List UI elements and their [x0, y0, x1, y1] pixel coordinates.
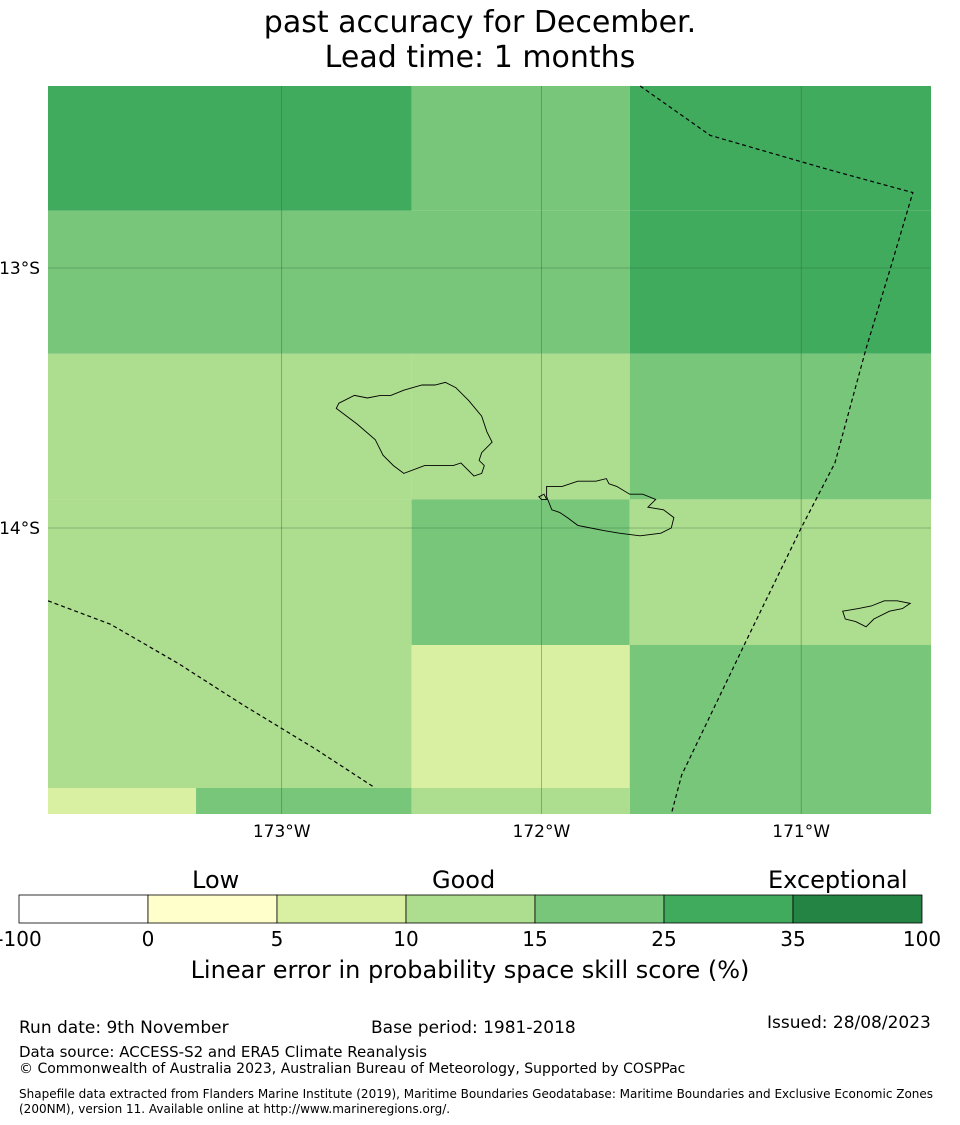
colorbar-segment-3	[405, 894, 536, 924]
skill-cell-14	[48, 788, 197, 814]
colorbar-label-low: Low	[192, 866, 240, 894]
colorbar-tick-6: 35	[780, 927, 806, 951]
colorbar-label-good: Good	[432, 866, 496, 894]
skill-cell-1	[411, 86, 630, 211]
colorbar-segment-5	[663, 894, 794, 924]
colorbar-segment-6	[792, 894, 923, 924]
colorbar-title: Linear error in probability space skill …	[190, 956, 750, 984]
colorbar-tick-3: 10	[393, 927, 419, 951]
skill-map: 173°W 172°W 171°W 13°S 14°S	[0, 85, 931, 842]
colorbar	[18, 894, 923, 924]
island-outline-1	[546, 478, 675, 537]
eez-boundary-0	[47, 600, 376, 789]
skill-cell-9	[411, 499, 630, 645]
skill-cell-8	[48, 499, 412, 645]
issued-date: Issued: 28/08/2023	[767, 1013, 931, 1033]
lon-label-2: 171°W	[772, 822, 830, 842]
skill-cell-15	[196, 788, 412, 814]
lat-label-1: 14°S	[0, 519, 40, 539]
skill-cell-11	[48, 645, 412, 788]
skill-cells	[48, 86, 931, 814]
maritime-boundaries	[47, 85, 914, 815]
skill-cell-7	[629, 353, 931, 500]
skill-cell-6	[411, 353, 630, 500]
data-source: Data source: ACCESS-S2 and ERA5 Climate …	[19, 1043, 427, 1061]
skill-cell-16	[411, 788, 630, 814]
colorbar-label-exceptional: Exceptional	[768, 866, 908, 894]
colorbar-segment-0	[18, 894, 149, 924]
lat-label-0: 13°S	[0, 259, 40, 279]
colorbar-tick-1: 0	[141, 927, 155, 951]
colorbar-tick-5: 25	[651, 927, 677, 951]
skill-cell-0	[48, 86, 412, 211]
graticule	[48, 86, 931, 814]
skill-cell-3	[48, 210, 630, 354]
island-outline-0	[335, 381, 493, 477]
island-outline-3	[538, 493, 548, 500]
axis-labels: 173°W 172°W 171°W 13°S 14°S	[0, 259, 830, 842]
title-line-1: past accuracy for December.	[263, 5, 697, 40]
eez-boundary-1	[639, 85, 914, 815]
islands	[335, 381, 912, 628]
copyright: © Commonwealth of Australia 2023, Austra…	[19, 1061, 686, 1077]
shapefile-credit: Shapefile data extracted from Flanders M…	[19, 1087, 934, 1116]
skill-cell-12	[411, 645, 630, 788]
skill-cell-2	[629, 86, 931, 211]
island-outline-2	[842, 600, 912, 628]
colorbar-tick-4: 15	[522, 927, 548, 951]
run-date: Run date: 9th November	[19, 1018, 229, 1038]
skill-cell-13	[629, 645, 931, 814]
base-period: Base period: 1981-2018	[371, 1018, 576, 1038]
colorbar-tick-0: -100	[0, 927, 42, 951]
colorbar-segment-1	[147, 894, 278, 924]
skill-cell-5	[48, 353, 412, 500]
colorbar-segment-2	[276, 894, 407, 924]
skill-cell-4	[629, 210, 931, 354]
lon-label-1: 172°W	[513, 822, 571, 842]
skill-cell-10	[629, 499, 931, 645]
colorbar-tick-2: 5	[270, 927, 284, 951]
lon-label-0: 173°W	[253, 822, 311, 842]
colorbar-segment-4	[534, 894, 665, 924]
colorbar-tick-7: 100	[902, 927, 942, 951]
title-line-2: Lead time: 1 months	[324, 40, 636, 75]
